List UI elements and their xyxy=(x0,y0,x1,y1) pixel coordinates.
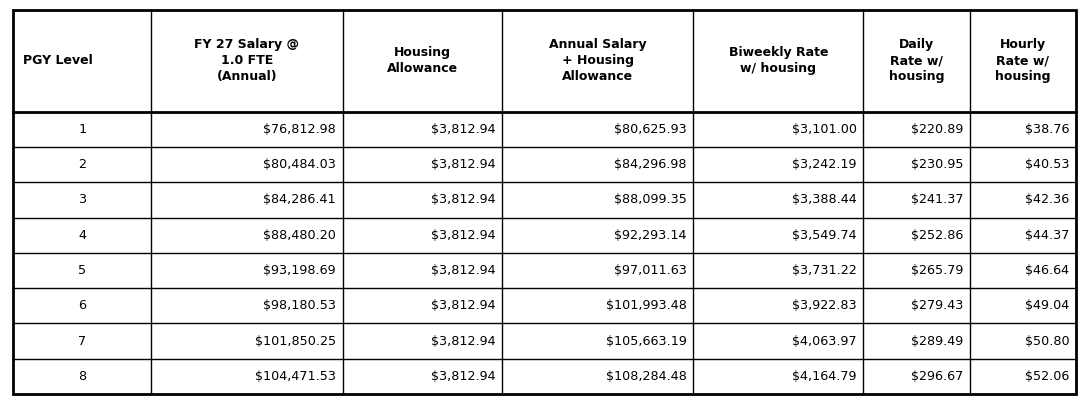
Text: $265.79: $265.79 xyxy=(910,264,963,277)
Text: $220.89: $220.89 xyxy=(910,123,963,136)
Text: $84,296.98: $84,296.98 xyxy=(614,158,687,171)
Text: Biweekly Rate
w/ housing: Biweekly Rate w/ housing xyxy=(729,46,828,76)
Text: $3,812.94: $3,812.94 xyxy=(431,335,495,347)
Text: Hourly
Rate w/
housing: Hourly Rate w/ housing xyxy=(995,38,1051,84)
Text: $4,063.97: $4,063.97 xyxy=(792,335,857,347)
Text: $98,180.53: $98,180.53 xyxy=(264,299,337,312)
Text: $93,198.69: $93,198.69 xyxy=(264,264,337,277)
Text: $50.80: $50.80 xyxy=(1025,335,1069,347)
Text: $3,388.44: $3,388.44 xyxy=(792,194,857,206)
Text: $3,242.19: $3,242.19 xyxy=(793,158,857,171)
Text: $3,812.94: $3,812.94 xyxy=(431,123,495,136)
Text: $101,850.25: $101,850.25 xyxy=(255,335,337,347)
Text: 6: 6 xyxy=(78,299,86,312)
Text: 2: 2 xyxy=(78,158,86,171)
Text: $3,101.00: $3,101.00 xyxy=(792,123,857,136)
Text: 8: 8 xyxy=(78,370,86,383)
Text: $46.64: $46.64 xyxy=(1025,264,1069,277)
Text: FY 27 Salary @
1.0 FTE
(Annual): FY 27 Salary @ 1.0 FTE (Annual) xyxy=(195,38,299,84)
Text: $49.04: $49.04 xyxy=(1025,299,1069,312)
Text: $279.43: $279.43 xyxy=(910,299,963,312)
Text: $92,293.14: $92,293.14 xyxy=(614,229,687,242)
Text: Housing
Allowance: Housing Allowance xyxy=(387,46,457,76)
Text: $88,099.35: $88,099.35 xyxy=(614,194,687,206)
Text: $3,549.74: $3,549.74 xyxy=(792,229,857,242)
Text: $108,284.48: $108,284.48 xyxy=(605,370,687,383)
Text: $4,164.79: $4,164.79 xyxy=(793,370,857,383)
Text: Daily
Rate w/
housing: Daily Rate w/ housing xyxy=(889,38,944,84)
Text: $80,484.03: $80,484.03 xyxy=(264,158,337,171)
Text: $104,471.53: $104,471.53 xyxy=(255,370,337,383)
Text: $42.36: $42.36 xyxy=(1025,194,1069,206)
Text: 3: 3 xyxy=(78,194,86,206)
Text: $101,993.48: $101,993.48 xyxy=(605,299,687,312)
Text: $3,731.22: $3,731.22 xyxy=(792,264,857,277)
Text: $38.76: $38.76 xyxy=(1025,123,1069,136)
Text: $76,812.98: $76,812.98 xyxy=(264,123,337,136)
Text: $3,812.94: $3,812.94 xyxy=(431,299,495,312)
Text: $289.49: $289.49 xyxy=(910,335,963,347)
Text: $40.53: $40.53 xyxy=(1025,158,1069,171)
Text: 7: 7 xyxy=(78,335,86,347)
Text: $252.86: $252.86 xyxy=(910,229,963,242)
Text: $97,011.63: $97,011.63 xyxy=(614,264,687,277)
Text: $241.37: $241.37 xyxy=(910,194,963,206)
Text: $84,286.41: $84,286.41 xyxy=(264,194,337,206)
Text: $230.95: $230.95 xyxy=(910,158,963,171)
Text: PGY Level: PGY Level xyxy=(23,55,93,67)
Text: $3,812.94: $3,812.94 xyxy=(431,158,495,171)
Text: $296.67: $296.67 xyxy=(910,370,963,383)
Text: $105,663.19: $105,663.19 xyxy=(605,335,687,347)
Text: 4: 4 xyxy=(78,229,86,242)
Text: $3,812.94: $3,812.94 xyxy=(431,194,495,206)
Text: $3,812.94: $3,812.94 xyxy=(431,229,495,242)
Text: $52.06: $52.06 xyxy=(1025,370,1069,383)
Text: $80,625.93: $80,625.93 xyxy=(614,123,687,136)
Text: 5: 5 xyxy=(78,264,86,277)
Text: $44.37: $44.37 xyxy=(1025,229,1069,242)
Text: 1: 1 xyxy=(78,123,86,136)
Text: $88,480.20: $88,480.20 xyxy=(264,229,337,242)
Text: $3,812.94: $3,812.94 xyxy=(431,370,495,383)
Text: Annual Salary
+ Housing
Allowance: Annual Salary + Housing Allowance xyxy=(549,38,647,84)
Text: $3,812.94: $3,812.94 xyxy=(431,264,495,277)
Text: $3,922.83: $3,922.83 xyxy=(792,299,857,312)
